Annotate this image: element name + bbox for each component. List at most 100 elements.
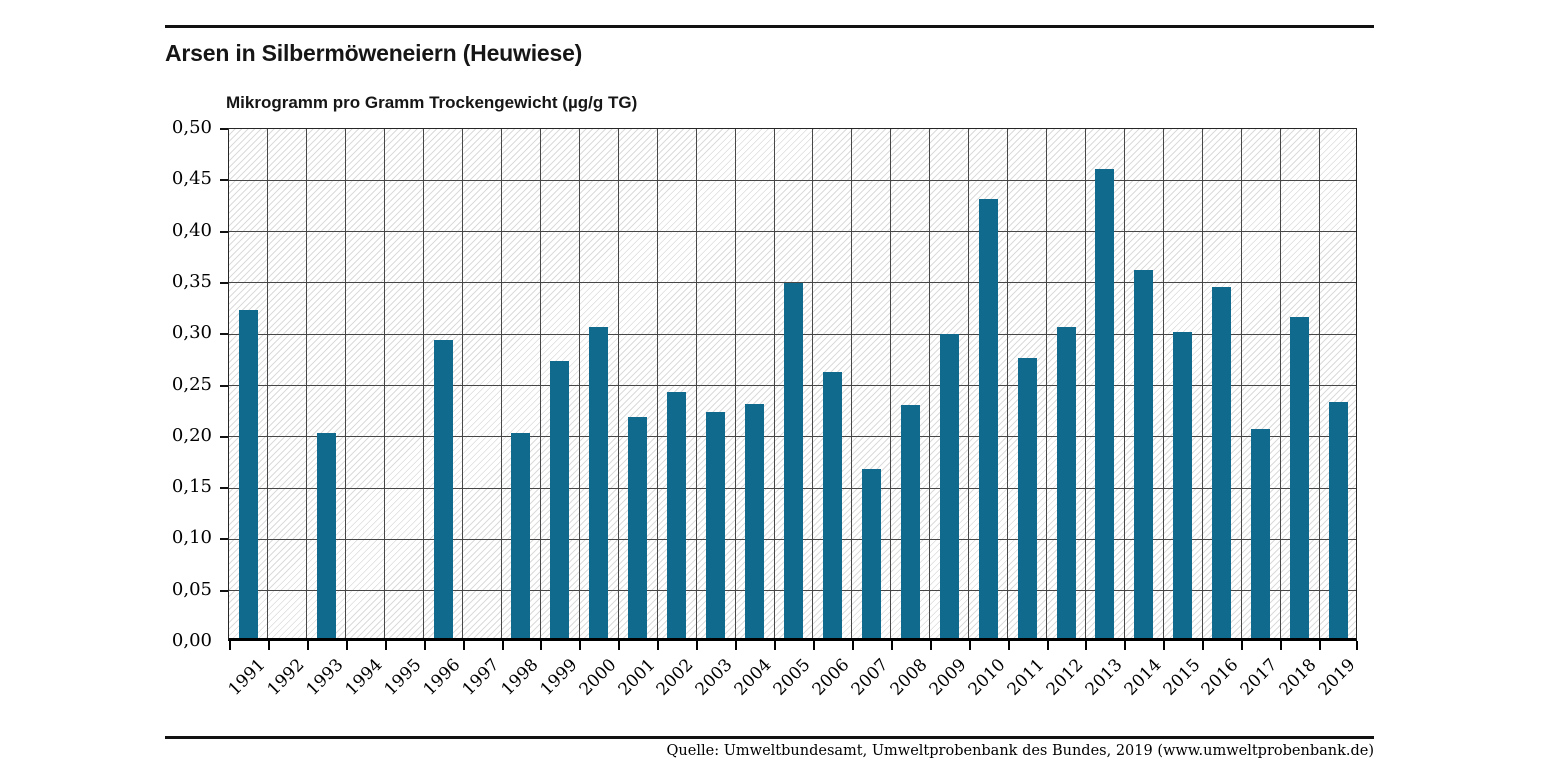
x-tick-label-1994: 1994 xyxy=(341,655,387,700)
x-axis-tick xyxy=(968,641,971,650)
v-gridline xyxy=(267,129,269,638)
y-tick-label: 0,25 xyxy=(171,373,212,395)
bar-2002 xyxy=(667,391,687,638)
bar-2019 xyxy=(1329,402,1349,638)
v-gridline xyxy=(501,129,503,638)
y-axis-tick xyxy=(220,538,228,541)
bar-2009 xyxy=(939,334,959,638)
y-tick-label: 0,45 xyxy=(171,168,212,190)
y-tick-label: 0,35 xyxy=(171,270,212,292)
x-tick-label-1992: 1992 xyxy=(263,655,309,700)
y-tick-label: 0,40 xyxy=(171,219,212,241)
x-axis-tick xyxy=(1356,641,1358,650)
x-tick-label-1996: 1996 xyxy=(419,655,465,700)
x-tick-label-2002: 2002 xyxy=(653,655,698,700)
y-axis-tick xyxy=(220,384,228,387)
x-axis-tick xyxy=(579,641,582,650)
x-tick-label-2011: 2011 xyxy=(1003,655,1049,700)
v-gridline xyxy=(812,129,814,638)
x-tick-label-1997: 1997 xyxy=(458,655,504,700)
y-axis-tick xyxy=(220,179,228,182)
bar-1999 xyxy=(550,360,570,638)
source-note: Quelle: Umweltbundesamt, Umweltprobenban… xyxy=(666,743,1374,759)
v-gridline xyxy=(423,129,425,638)
top-rule xyxy=(165,25,1374,28)
x-axis-tick xyxy=(1202,641,1205,650)
x-tick-label-2009: 2009 xyxy=(925,655,971,700)
y-axis-tick xyxy=(220,333,228,336)
x-tick-label-2012: 2012 xyxy=(1042,655,1088,700)
x-tick-label-2008: 2008 xyxy=(886,655,932,700)
x-axis-tick xyxy=(696,641,699,650)
x-tick-label-2015: 2015 xyxy=(1159,655,1204,700)
bar-2014 xyxy=(1134,269,1154,638)
y-tick-label: 0,15 xyxy=(171,476,212,498)
x-tick-label-2014: 2014 xyxy=(1120,655,1166,700)
x-tick-label-2013: 2013 xyxy=(1081,655,1127,700)
x-axis-tick xyxy=(1046,641,1049,650)
y-tick-label: 0,05 xyxy=(171,578,212,600)
x-tick-label-2016: 2016 xyxy=(1198,655,1243,700)
bar-2001 xyxy=(628,417,648,638)
v-gridline xyxy=(929,129,931,638)
bar-2005 xyxy=(784,283,803,638)
x-axis-tick xyxy=(1241,641,1244,650)
x-tick-label-2001: 2001 xyxy=(614,655,659,700)
plot-area xyxy=(220,128,1358,650)
v-gridline xyxy=(656,129,658,638)
x-tick-label-1995: 1995 xyxy=(380,655,426,700)
v-gridline xyxy=(1318,129,1320,638)
bar-2018 xyxy=(1290,316,1310,638)
v-gridline xyxy=(890,129,892,638)
x-axis-tick xyxy=(657,641,660,650)
x-tick-label-2007: 2007 xyxy=(847,655,893,700)
v-gridline xyxy=(851,129,853,638)
x-axis-tick xyxy=(1163,641,1166,650)
h-gridline xyxy=(229,179,1356,181)
x-axis-tick xyxy=(229,641,231,650)
x-tick-label-2005: 2005 xyxy=(769,655,815,700)
x-axis-tick xyxy=(423,641,426,650)
x-tick-label-1999: 1999 xyxy=(536,655,582,700)
v-gridline xyxy=(1162,129,1164,638)
x-tick-label-1998: 1998 xyxy=(497,655,543,700)
bar-2010 xyxy=(978,198,998,638)
x-axis-tick xyxy=(1319,641,1322,650)
bar-2013 xyxy=(1095,169,1115,638)
bar-1998 xyxy=(511,432,531,638)
x-axis-tick xyxy=(774,641,777,650)
x-tick-label-2004: 2004 xyxy=(730,655,776,700)
x-axis-tick xyxy=(851,641,854,650)
bar-2011 xyxy=(1017,357,1037,638)
v-gridline xyxy=(773,129,775,638)
x-axis-tick xyxy=(812,641,815,650)
x-tick-label-1991: 1991 xyxy=(224,655,270,700)
h-gridline xyxy=(229,231,1356,233)
x-axis-tick xyxy=(501,641,504,650)
y-axis-tick xyxy=(220,487,228,490)
y-axis-title: Mikrogramm pro Gramm Trockengewicht (µg/… xyxy=(226,93,638,112)
bar-2000 xyxy=(589,327,609,638)
y-tick-label: 0,10 xyxy=(171,527,212,549)
v-gridline xyxy=(1279,129,1281,638)
x-axis-tick xyxy=(345,641,348,650)
y-axis-tick xyxy=(220,281,228,284)
x-tick-label-2003: 2003 xyxy=(692,655,737,700)
x-tick-label-1993: 1993 xyxy=(302,655,348,700)
bar-2016 xyxy=(1212,287,1232,638)
v-gridline xyxy=(539,129,541,638)
x-axis-tick xyxy=(462,641,465,650)
v-gridline xyxy=(578,129,580,638)
bar-1991 xyxy=(238,309,258,638)
y-axis-tick xyxy=(220,128,228,130)
x-axis-tick xyxy=(929,641,932,650)
v-gridline xyxy=(617,129,619,638)
y-axis-tick xyxy=(220,230,228,233)
x-axis-tick xyxy=(890,641,893,650)
bar-2007 xyxy=(861,468,881,638)
x-axis-tick xyxy=(1280,641,1283,650)
bar-2003 xyxy=(706,412,726,638)
v-gridline xyxy=(1240,129,1242,638)
x-axis-tick xyxy=(540,641,543,650)
bar-2012 xyxy=(1056,327,1076,638)
